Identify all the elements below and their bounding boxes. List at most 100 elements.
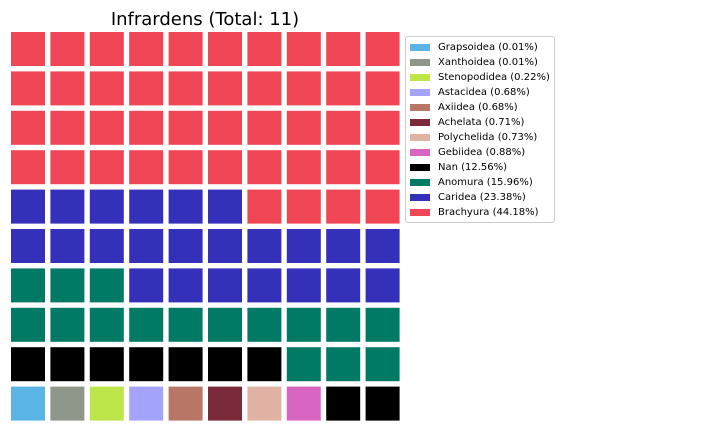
waffle-cell-caridea	[208, 229, 242, 263]
legend-swatch	[410, 44, 430, 51]
waffle-cell-brachyura	[365, 150, 400, 185]
waffle-cell-brachyura	[89, 32, 124, 66]
waffle-cell-brachyura	[50, 150, 85, 185]
waffle-cell-caridea	[129, 229, 164, 263]
waffle-cell-anomura	[168, 307, 203, 342]
waffle-cell-anomura	[365, 307, 400, 342]
waffle-cell-brachyura	[50, 110, 85, 145]
waffle-cell-anomura	[247, 307, 282, 342]
chart-title: Infrardens (Total: 11)	[110, 9, 300, 30]
waffle-cell-caridea	[365, 268, 400, 303]
waffle-cell-caridea	[50, 189, 85, 224]
waffle-cell-brachyura	[365, 110, 400, 145]
legend-label: Caridea (23.38%)	[438, 192, 526, 203]
waffle-cell-nan	[89, 347, 124, 382]
waffle-cell-caridea	[11, 189, 45, 224]
waffle-cell-brachyura	[11, 110, 45, 145]
waffle-cell-astacidea	[129, 386, 164, 421]
legend-item-stenopodidea: Stenopodidea (0.22%)	[410, 70, 550, 85]
legend-item-axiidea: Axiidea (0.68%)	[410, 100, 550, 115]
waffle-cell-brachyura	[168, 32, 203, 66]
waffle-cell-xanthoidea	[50, 386, 85, 421]
legend-item-gebiidea: Gebiidea (0.88%)	[410, 145, 550, 160]
chart-legend: Grapsoidea (0.01%) Xanthoidea (0.01%) Sten…	[405, 36, 555, 223]
waffle-cell-brachyura	[286, 189, 321, 224]
legend-label: Xanthoidea (0.01%)	[438, 57, 538, 68]
waffle-cell-brachyura	[89, 150, 124, 185]
waffle-cell-anomura	[50, 307, 85, 342]
waffle-cell-brachyura	[247, 32, 282, 66]
waffle-cell-nan	[168, 347, 203, 382]
waffle-cell-caridea	[50, 229, 85, 263]
waffle-cell-brachyura	[129, 32, 164, 66]
waffle-cell-anomura	[365, 347, 400, 382]
legend-label: Stenopodidea (0.22%)	[438, 72, 550, 83]
legend-swatch	[410, 89, 430, 96]
waffle-cell-brachyura	[286, 110, 321, 145]
waffle-cell-nan	[365, 386, 400, 421]
waffle-cell-brachyura	[247, 110, 282, 145]
waffle-cell-brachyura	[50, 71, 85, 106]
waffle-cell-caridea	[208, 268, 242, 303]
waffle-cell-caridea	[11, 229, 45, 263]
waffle-cell-achelata	[208, 386, 242, 421]
legend-swatch	[410, 194, 430, 201]
waffle-cell-brachyura	[365, 71, 400, 106]
waffle-cell-brachyura	[326, 150, 361, 185]
legend-label: Grapsoidea (0.01%)	[438, 42, 538, 53]
waffle-cell-brachyura	[286, 150, 321, 185]
legend-item-brachyura: Brachyura (44.18%)	[410, 205, 550, 220]
waffle-cell-anomura	[11, 307, 45, 342]
legend-item-anomura: Anomura (15.96%)	[410, 175, 550, 190]
legend-swatch	[410, 59, 430, 66]
waffle-cell-caridea	[247, 268, 282, 303]
legend-label: Axiidea (0.68%)	[438, 102, 518, 113]
waffle-cell-anomura	[89, 307, 124, 342]
waffle-chart	[11, 32, 400, 421]
waffle-cell-anomura	[326, 347, 361, 382]
legend-label: Polychelida (0.73%)	[438, 132, 538, 143]
waffle-cell-brachyura	[208, 110, 242, 145]
legend-item-caridea: Caridea (23.38%)	[410, 190, 550, 205]
legend-label: Achelata (0.71%)	[438, 117, 525, 128]
waffle-cell-brachyura	[326, 32, 361, 66]
legend-item-achelata: Achelata (0.71%)	[410, 115, 550, 130]
waffle-cell-brachyura	[286, 71, 321, 106]
legend-label: Astacidea (0.68%)	[438, 87, 530, 98]
waffle-cell-brachyura	[208, 150, 242, 185]
waffle-cell-brachyura	[168, 110, 203, 145]
legend-item-polychelida: Polychelida (0.73%)	[410, 130, 550, 145]
waffle-cell-grapsoidea	[11, 386, 45, 421]
waffle-cell-anomura	[286, 307, 321, 342]
waffle-cell-nan	[11, 347, 45, 382]
waffle-cell-caridea	[129, 268, 164, 303]
waffle-cell-nan	[326, 386, 361, 421]
legend-label: Gebiidea (0.88%)	[438, 147, 526, 158]
waffle-cell-brachyura	[89, 71, 124, 106]
waffle-cell-anomura	[326, 307, 361, 342]
legend-label: Brachyura (44.18%)	[438, 207, 539, 218]
waffle-cell-brachyura	[286, 32, 321, 66]
waffle-cell-gebiidea	[286, 386, 321, 421]
waffle-cell-brachyura	[129, 71, 164, 106]
waffle-cell-brachyura	[247, 150, 282, 185]
legend-swatch	[410, 74, 430, 81]
waffle-cell-brachyura	[11, 71, 45, 106]
waffle-cell-caridea	[326, 229, 361, 263]
waffle-cell-caridea	[286, 229, 321, 263]
waffle-cell-caridea	[168, 189, 203, 224]
waffle-cell-brachyura	[168, 71, 203, 106]
waffle-cell-caridea	[89, 189, 124, 224]
legend-swatch	[410, 134, 430, 141]
waffle-cell-nan	[50, 347, 85, 382]
waffle-cell-stenopodidea	[89, 386, 124, 421]
waffle-cell-brachyura	[326, 71, 361, 106]
waffle-cell-caridea	[89, 229, 124, 263]
legend-swatch	[410, 209, 430, 216]
waffle-cell-caridea	[129, 189, 164, 224]
legend-swatch	[410, 119, 430, 126]
legend-swatch	[410, 149, 430, 156]
waffle-cell-brachyura	[208, 32, 242, 66]
waffle-cell-nan	[208, 347, 242, 382]
legend-label: Anomura (15.96%)	[438, 177, 533, 188]
